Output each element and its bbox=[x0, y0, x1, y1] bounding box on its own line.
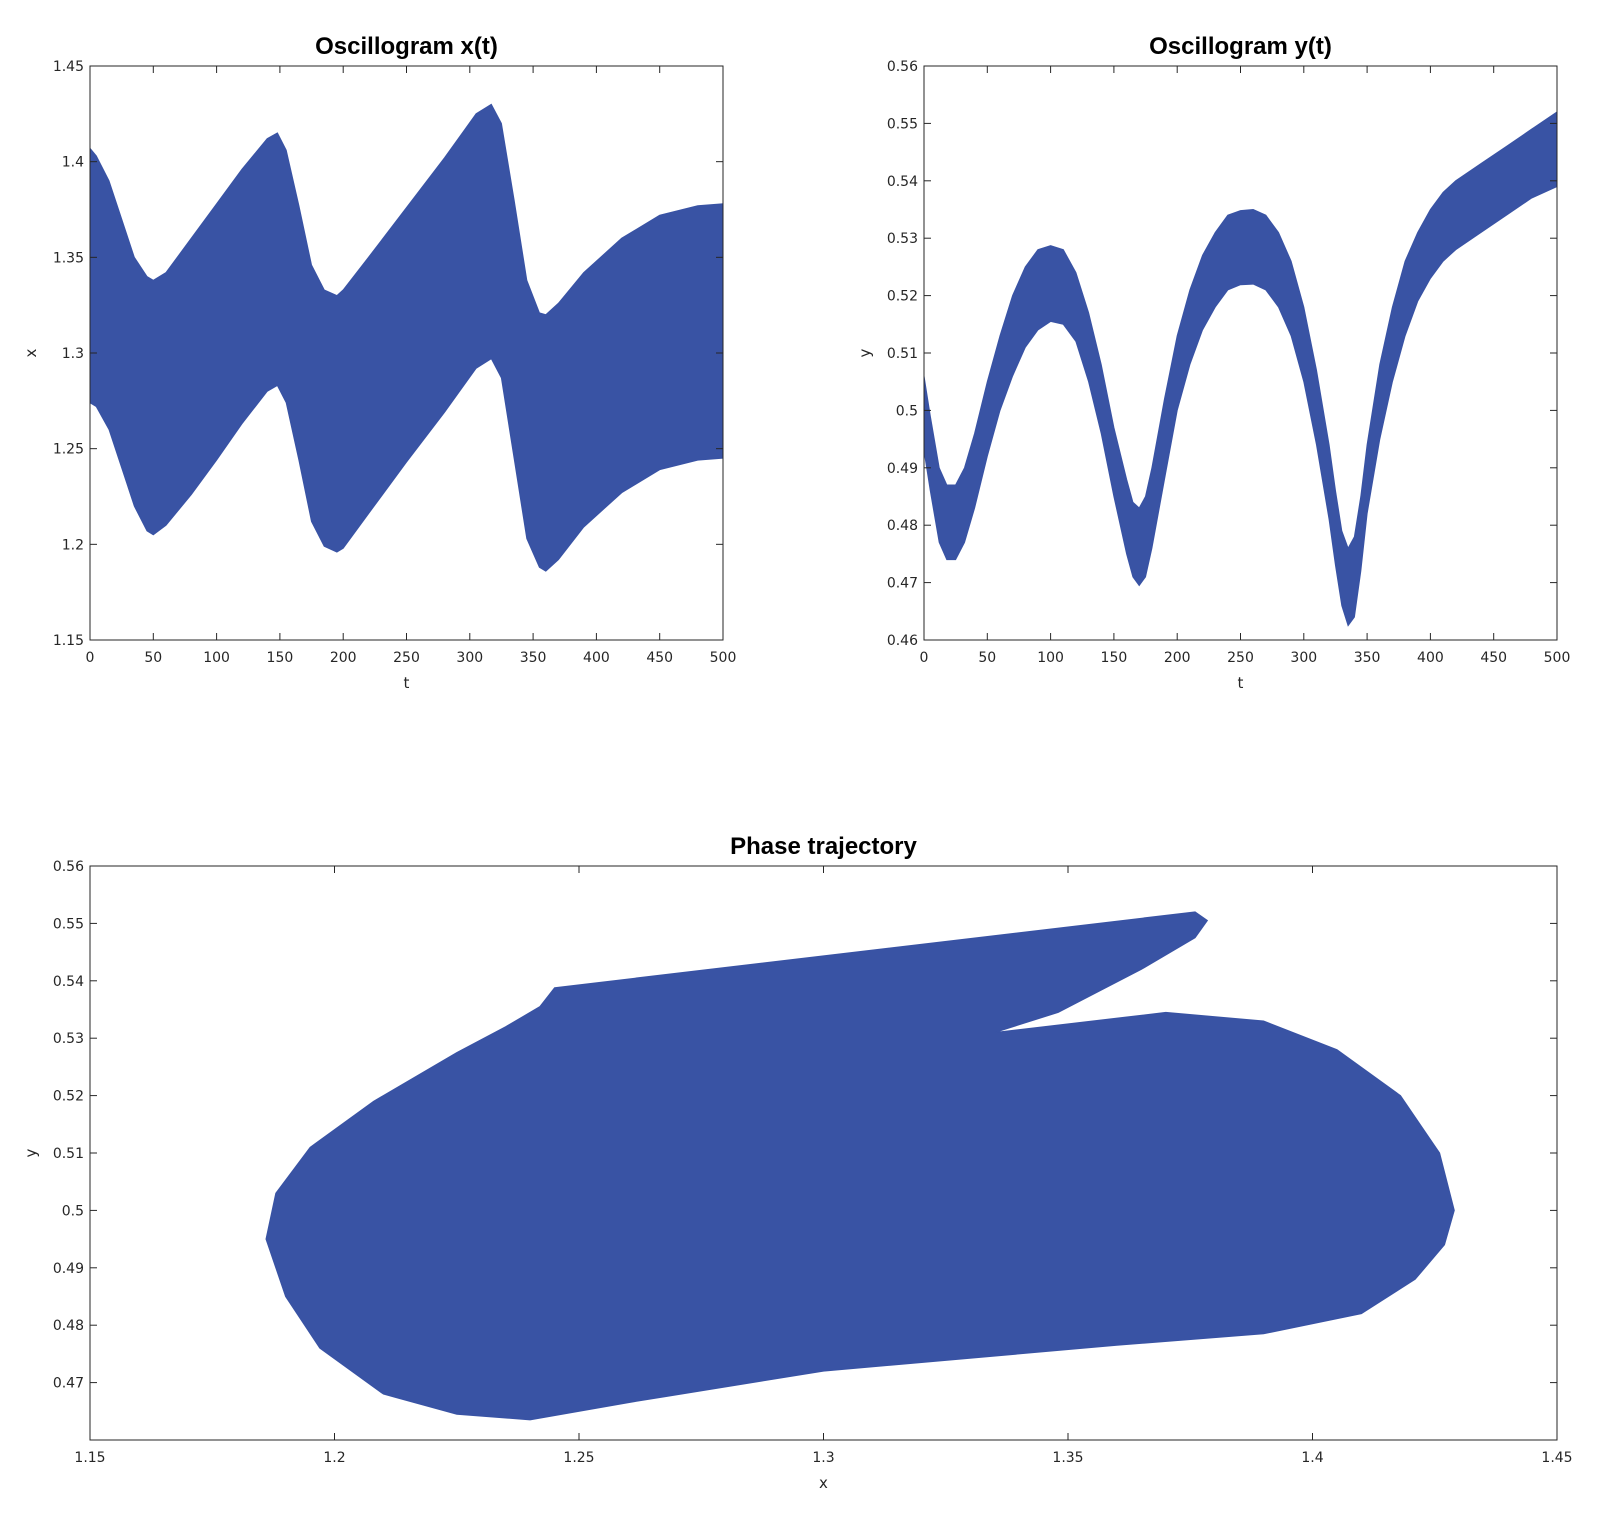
y-tick-label: 0.56 bbox=[887, 59, 918, 75]
x-tick-label: 350 bbox=[1354, 650, 1381, 666]
y-axis-label: y bbox=[856, 348, 874, 357]
y-tick-label: 0.49 bbox=[887, 461, 918, 477]
y-tick-label: 0.49 bbox=[53, 1261, 84, 1277]
x-tick-label: 500 bbox=[1544, 650, 1571, 666]
y-tick-label: 1.2 bbox=[62, 537, 84, 553]
x-tick-label: 100 bbox=[203, 650, 230, 666]
y-tick-label: 1.15 bbox=[53, 633, 84, 649]
x-tick-label: 100 bbox=[1037, 650, 1064, 666]
chart-title: Phase trajectory bbox=[730, 833, 917, 860]
x-axis-label: x bbox=[819, 1474, 828, 1492]
x-tick-label: 200 bbox=[330, 650, 357, 666]
x-tick-label: 350 bbox=[520, 650, 547, 666]
y-tick-label: 0.48 bbox=[53, 1318, 84, 1334]
y-tick-label: 0.46 bbox=[887, 633, 918, 649]
x-tick-label: 200 bbox=[1164, 650, 1191, 666]
y-tick-label: 0.56 bbox=[53, 859, 84, 875]
y-tick-label: 1.3 bbox=[62, 346, 84, 362]
x-tick-label: 500 bbox=[710, 650, 737, 666]
oscillogram-y-panel: 0 50 100 150 200 250 300 350 400 450 500 0.46 0.47 0.… bbox=[856, 33, 1570, 692]
x-tick-label: 0 bbox=[86, 650, 95, 666]
y-tick-label: 0.51 bbox=[887, 346, 918, 362]
plot-area bbox=[924, 66, 1557, 640]
y-tick-label: 1.45 bbox=[53, 59, 84, 75]
y-tick-label: 0.54 bbox=[887, 174, 918, 190]
x-tick-label: 1.3 bbox=[812, 1450, 834, 1466]
x-tick-label: 450 bbox=[646, 650, 673, 666]
y-tick-label: 0.53 bbox=[887, 231, 918, 247]
x-tick-label: 250 bbox=[393, 650, 420, 666]
x-tick-label: 0 bbox=[920, 650, 929, 666]
phase-trajectory-panel: 1.15 1.2 1.25 1.3 1.35 1.4 1.45 0.47 0.48 0.49 0.5… bbox=[22, 833, 1573, 1492]
y-tick-label: 0.5 bbox=[896, 403, 918, 419]
phase-trajectory-region bbox=[265, 911, 1455, 1421]
x-tick-label: 400 bbox=[583, 650, 610, 666]
x-tick-label: 250 bbox=[1227, 650, 1254, 666]
y-tick-label: 0.5 bbox=[62, 1203, 84, 1219]
y-axis-label: y bbox=[22, 1148, 40, 1157]
y-tick-label: 0.54 bbox=[53, 974, 84, 990]
x-tick-label: 1.15 bbox=[74, 1450, 105, 1466]
chart-title: Oscillogram x(t) bbox=[315, 33, 498, 60]
y-tick-label: 0.53 bbox=[53, 1031, 84, 1047]
y-tick-label: 0.47 bbox=[53, 1376, 84, 1392]
y-tick-label: 0.52 bbox=[53, 1089, 84, 1105]
y-axis-label: x bbox=[22, 348, 40, 357]
y-tick-label: 1.25 bbox=[53, 442, 84, 458]
y-tick-label: 0.55 bbox=[53, 916, 84, 932]
x-axis-label: t bbox=[404, 674, 410, 692]
x-tick-label: 1.4 bbox=[1301, 1450, 1323, 1466]
x-tick-label: 1.2 bbox=[323, 1450, 345, 1466]
y-tick-label: 1.35 bbox=[53, 250, 84, 266]
x-tick-label: 300 bbox=[456, 650, 483, 666]
y-tick-label: 0.55 bbox=[887, 116, 918, 132]
x-tick-label: 450 bbox=[1480, 650, 1507, 666]
y-tick-label: 0.48 bbox=[887, 518, 918, 534]
x-axis-label: t bbox=[1238, 674, 1244, 692]
x-tick-label: 1.45 bbox=[1541, 1450, 1572, 1466]
x-tick-label: 400 bbox=[1417, 650, 1444, 666]
x-tick-label: 150 bbox=[267, 650, 294, 666]
chart-title: Oscillogram y(t) bbox=[1149, 33, 1332, 60]
oscillogram-x-panel: 0 50 100 150 200 250 300 350 400 450 500 1.15 1.2 1.2… bbox=[22, 33, 736, 692]
x-tick-label: 50 bbox=[978, 650, 996, 666]
x-tick-label: 150 bbox=[1101, 650, 1128, 666]
y-tick-label: 0.47 bbox=[887, 576, 918, 592]
x-tick-label: 50 bbox=[144, 650, 162, 666]
x-tick-label: 1.25 bbox=[563, 1450, 594, 1466]
y-tick-label: 1.4 bbox=[62, 155, 84, 171]
x-tick-label: 300 bbox=[1290, 650, 1317, 666]
x-tick-label: 1.35 bbox=[1052, 1450, 1083, 1466]
y-tick-label: 0.51 bbox=[53, 1146, 84, 1162]
y-tick-label: 0.52 bbox=[887, 289, 918, 305]
